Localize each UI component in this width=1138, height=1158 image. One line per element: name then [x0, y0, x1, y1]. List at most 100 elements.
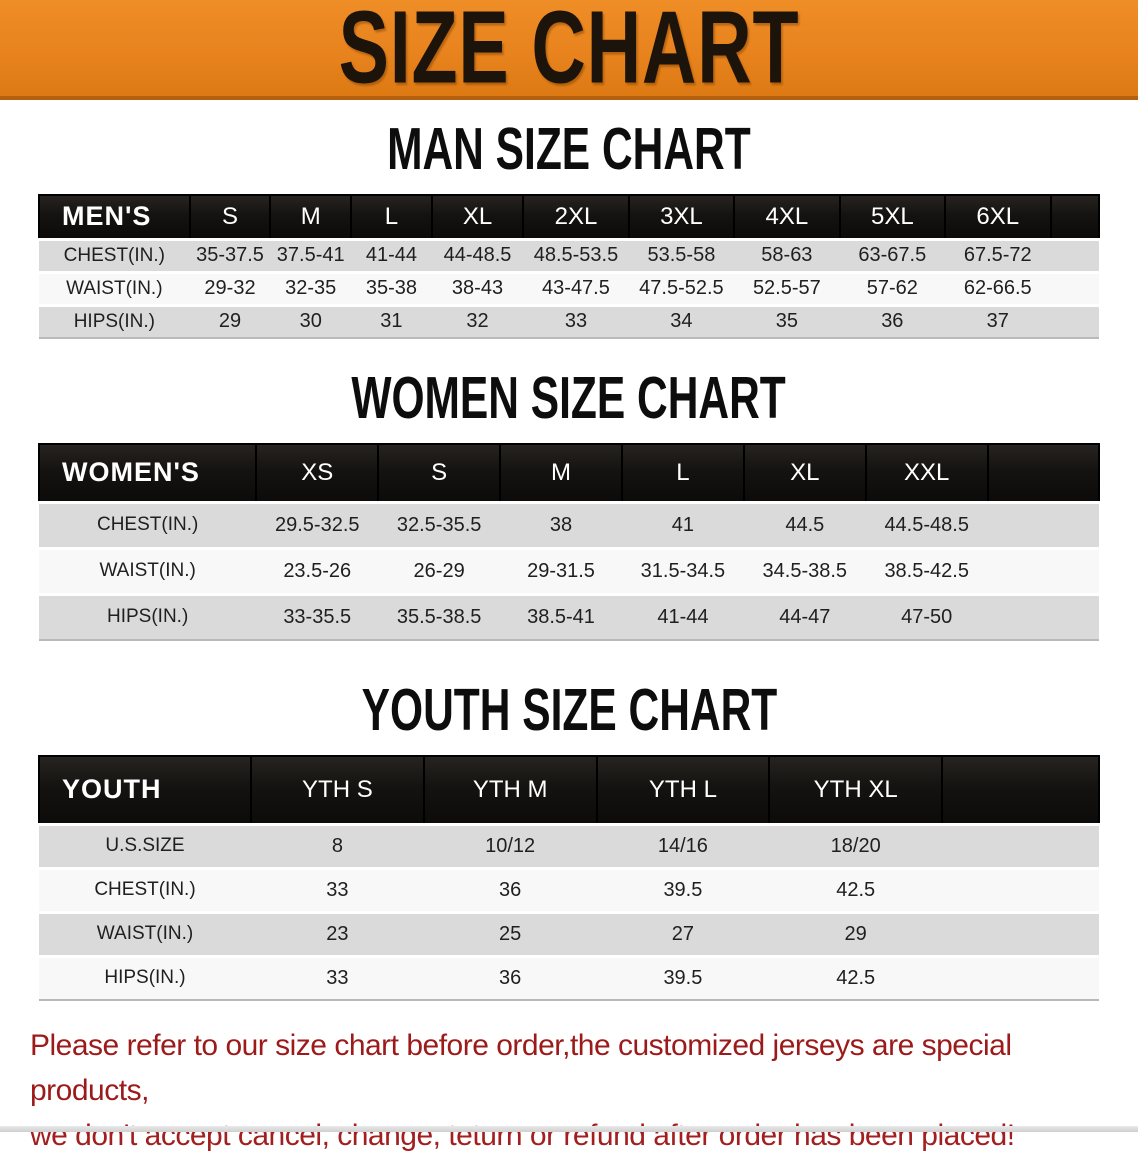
measurement-value: 58-63	[734, 239, 840, 274]
size-column-header: XS	[255, 443, 380, 504]
measurement-value: 31	[351, 305, 432, 339]
size-column-header: YTH M	[422, 755, 598, 826]
measurement-row-label: HIPS(IN.)	[39, 594, 257, 641]
measurement-value: 33	[523, 305, 629, 339]
measurement-row-label: HIPS(IN.)	[39, 956, 251, 1001]
table-corner-label: YOUTH	[38, 755, 252, 826]
size-column-header: L	[350, 194, 433, 241]
header-filler	[986, 443, 1101, 504]
measurement-value: 37	[945, 305, 1051, 339]
measurement-row-label: CHEST(IN.)	[39, 239, 190, 274]
measurement-value: 57-62	[839, 272, 946, 307]
size-column-header: 3XL	[627, 194, 736, 241]
disclaimer-line-1: Please refer to our size chart before or…	[30, 1029, 1012, 1107]
size-column-header: L	[620, 443, 745, 504]
measurement-value: 39.5	[596, 868, 770, 914]
row-filler	[987, 502, 1099, 550]
measurement-value: 35.5-38.5	[378, 594, 501, 641]
measurement-value: 25	[423, 912, 597, 958]
measurement-value: 53.5-58	[628, 239, 735, 274]
measurement-row: U.S.SIZE 8 10/12 14/16 18/20	[39, 824, 1099, 870]
measurement-row-label: HIPS(IN.)	[39, 305, 190, 339]
measurement-value: 52.5-57	[734, 272, 840, 307]
measurement-value: 48.5-53.5	[523, 239, 629, 274]
measurement-value: 10/12	[423, 824, 597, 870]
size-column-header: YTH XL	[768, 755, 944, 826]
size-column-header: 2XL	[522, 194, 630, 241]
row-filler	[1050, 272, 1099, 307]
size-column-header: 6XL	[944, 194, 1052, 241]
measurement-value: 32	[431, 305, 524, 339]
measurement-value: 34.5-38.5	[743, 548, 866, 596]
measurement-value: 29-31.5	[500, 548, 622, 596]
size-column-header: 4XL	[733, 194, 841, 241]
measurement-value: 23.5-26	[256, 548, 379, 596]
measurement-value: 33-35.5	[256, 594, 379, 641]
measurement-value: 41	[621, 502, 744, 550]
row-filler	[1050, 305, 1099, 339]
measurement-row: HIPS(IN.) 33 36 39.5 42.5	[39, 956, 1099, 1001]
measurement-value: 36	[423, 868, 597, 914]
measurement-value: 26-29	[378, 548, 501, 596]
bottom-edge-strip	[0, 1126, 1138, 1132]
women-heading-text: WOMEN SIZE CHART	[351, 364, 787, 432]
measurement-row: WAIST(IN.) 23.5-26 26-29 29-31.5 31.5-34.5 34…	[39, 548, 1099, 596]
measurement-row: CHEST(IN.) 29.5-32.5 32.5-35.5 38 41 44.5 44.5…	[39, 502, 1099, 550]
row-filler	[942, 824, 1099, 870]
size-header-row: YOUTH YTH S YTH M YTH L YTH XL	[38, 755, 1100, 826]
measurement-row: WAIST(IN.) 23 25 27 29	[39, 912, 1099, 958]
size-header-row: MEN'S S M L XL 2XL 3XL 4XL 5XL 6XL	[38, 194, 1100, 241]
men-size-table: MEN'S S M L XL 2XL 3XL 4XL 5XL 6XL CHEST(IN.) 35-37…	[38, 194, 1100, 339]
measurement-value: 33	[251, 868, 424, 914]
measurement-row: WAIST(IN.) 29-32 32-35 35-38 38-43 43-47.5 47.…	[39, 272, 1099, 307]
table-corner-label: WOMEN'S	[37, 443, 258, 504]
measurement-value: 34	[628, 305, 735, 339]
youth-heading-text: YOUTH SIZE CHART	[361, 676, 777, 744]
measurement-value: 23	[251, 912, 424, 958]
size-column-header: M	[269, 194, 353, 241]
men-heading-text: MAN SIZE CHART	[387, 115, 751, 183]
size-column-header: YTH S	[250, 755, 425, 826]
women-size-table: WOMEN'S XS S M L XL XXL CHEST(IN.) 29.5-32.5 32.5…	[37, 443, 1101, 641]
measurement-row-label: CHEST(IN.)	[39, 868, 251, 914]
measurement-value: 32-35	[270, 272, 352, 307]
size-column-header: 5XL	[838, 194, 947, 241]
measurement-value: 36	[423, 956, 597, 1001]
measurement-value: 8	[251, 824, 424, 870]
measurement-value: 30	[270, 305, 352, 339]
measurement-value: 67.5-72	[945, 239, 1051, 274]
youth-section-heading: YOUTH SIZE CHART	[0, 677, 1138, 743]
measurement-value: 27	[596, 912, 770, 958]
measurement-value: 47-50	[865, 594, 988, 641]
measurement-value: 38.5-42.5	[865, 548, 988, 596]
measurement-value: 32.5-35.5	[378, 502, 501, 550]
measurement-value: 29	[769, 912, 943, 958]
measurement-value: 38.5-41	[500, 594, 622, 641]
measurement-value: 44-48.5	[431, 239, 524, 274]
disclaimer-note: Please refer to our size chart before or…	[30, 1023, 1138, 1158]
measurement-value: 39.5	[596, 956, 770, 1001]
measurement-value: 35-38	[351, 272, 432, 307]
youth-size-table: YOUTH YTH S YTH M YTH L YTH XL U.S.SIZE 8 10/12…	[38, 755, 1100, 1001]
measurement-row-label: WAIST(IN.)	[39, 912, 251, 958]
row-filler	[987, 594, 1099, 641]
size-column-header: XXL	[864, 443, 989, 504]
measurement-row-label: CHEST(IN.)	[39, 502, 257, 550]
women-section-heading: WOMEN SIZE CHART	[0, 365, 1138, 431]
row-filler	[942, 956, 1099, 1001]
header-filler	[941, 755, 1100, 826]
size-header-row: WOMEN'S XS S M L XL XXL	[37, 443, 1101, 504]
measurement-value: 35-37.5	[189, 239, 271, 274]
size-column-header: XL	[430, 194, 525, 241]
size-column-header: S	[188, 194, 272, 241]
measurement-value: 18/20	[769, 824, 943, 870]
measurement-value: 38	[500, 502, 622, 550]
size-column-header: YTH L	[595, 755, 771, 826]
measurement-value: 29.5-32.5	[256, 502, 379, 550]
measurement-value: 44.5-48.5	[865, 502, 988, 550]
disclaimer-line-2: we don't accept cancel, change, teturn o…	[30, 1119, 1015, 1152]
measurement-value: 42.5	[769, 956, 943, 1001]
measurement-row: CHEST(IN.) 33 36 39.5 42.5	[39, 868, 1099, 914]
table-corner-label: MEN'S	[38, 194, 191, 241]
measurement-value: 36	[839, 305, 946, 339]
